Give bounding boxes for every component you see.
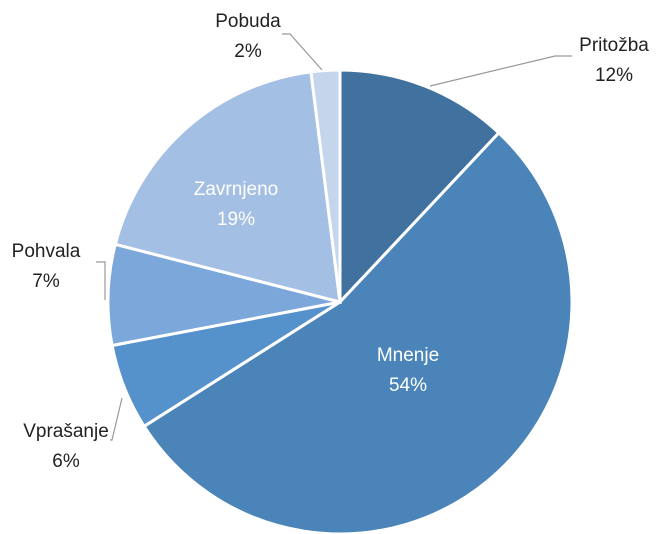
leader-line [429, 55, 572, 87]
slice-value-label: 54% [389, 375, 427, 396]
pie-slice [338, 68, 501, 306]
slice-value-label: 19% [217, 209, 255, 230]
leader-line [96, 261, 106, 300]
pie-slice [106, 242, 341, 348]
leader-line [110, 397, 123, 441]
slice-label: Pohvala [12, 241, 81, 262]
pie-slice [309, 68, 342, 303]
slice-label: Zavrnjeno [194, 179, 279, 200]
slice-label: Vprašanje [23, 421, 109, 442]
slice-value-label: 7% [32, 271, 60, 292]
slice-label: Pritožba [579, 35, 649, 56]
pie-slice [113, 70, 342, 305]
slice-label: Mnenje [377, 345, 439, 366]
slice-value-label: 2% [234, 41, 262, 62]
slice-label: Pobuda [215, 11, 281, 32]
slice-value-label: 6% [52, 451, 80, 472]
pie-slice [142, 130, 574, 534]
slice-value-label: 12% [595, 65, 633, 86]
leader-line [282, 33, 323, 71]
